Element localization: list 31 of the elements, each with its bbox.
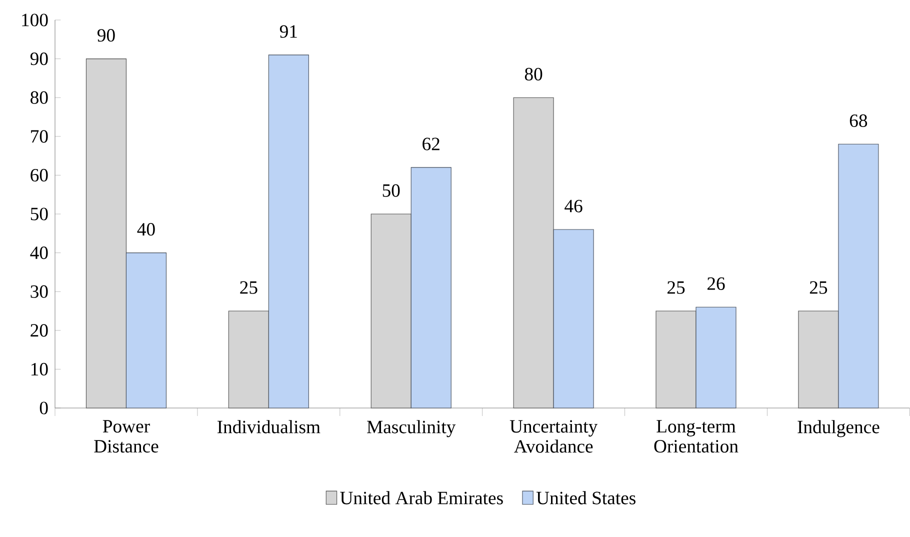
y-tick-label: 90 <box>30 52 48 66</box>
data-label: 91 <box>280 25 297 38</box>
data-label: 26 <box>707 277 725 290</box>
y-tick-label: 0 <box>40 402 48 414</box>
y-tick-label: 40 <box>30 246 48 260</box>
data-label: 25 <box>810 281 828 294</box>
y-tick-label: 70 <box>31 130 48 143</box>
x-tick-label: Masculinity <box>367 420 456 438</box>
y-tick-label: 100 <box>22 14 48 26</box>
legend-label: United Arab Emirates <box>340 491 503 504</box>
data-label: 68 <box>850 114 868 128</box>
x-tick-label: Power Distance <box>94 420 158 453</box>
y-tick-label: 80 <box>30 91 48 104</box>
data-label: 80 <box>524 68 542 80</box>
data-label: 25 <box>240 281 258 294</box>
data-label: 90 <box>98 29 115 42</box>
data-label: 46 <box>564 200 582 212</box>
legend-label: United States <box>536 491 636 504</box>
x-tick-label: Uncertainty Avoidance <box>510 420 598 453</box>
x-tick-label: Indulgence <box>798 420 880 438</box>
y-tick-label: 60 <box>30 168 48 182</box>
data-label: 25 <box>667 281 685 294</box>
y-tick-label: 20 <box>30 324 48 337</box>
data-label: 50 <box>382 184 400 197</box>
data-label: 62 <box>422 138 440 150</box>
y-tick-label: 50 <box>30 208 48 220</box>
y-tick-label: 10 <box>31 362 48 376</box>
x-tick-label: Long-term Orientation <box>654 420 738 453</box>
x-tick-label: Individualism <box>217 420 320 434</box>
y-tick-label: 30 <box>30 285 48 298</box>
data-label: 40 <box>137 223 155 236</box>
